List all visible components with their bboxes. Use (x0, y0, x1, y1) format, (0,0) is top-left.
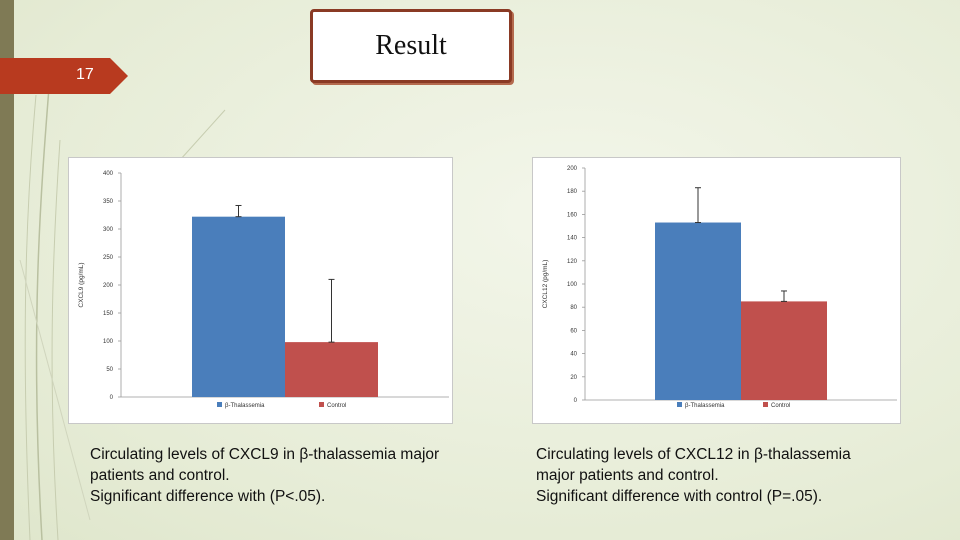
legend-swatch (319, 402, 324, 407)
caption-line: Significant difference with control (P=.… (536, 488, 823, 505)
legend-swatch (763, 402, 768, 407)
y-tick-label: 100 (567, 282, 578, 288)
chart-cxcl12: 0 20 40 60 80 100 120 140 160 180 200 CXCL12 (pg/mL… (542, 166, 897, 409)
legend-label: β-Thalassemia (685, 403, 725, 409)
y-tick-label: 40 (570, 352, 577, 358)
y-tick-label: 140 (567, 236, 578, 242)
y-tick-label: 160 (567, 212, 578, 218)
legend-swatch (217, 402, 222, 407)
y-tick-label: 20 (570, 375, 577, 381)
caption-line: Circulating levels of CXCL9 in β-thalass… (90, 446, 440, 463)
legend-label: β-Thalassemia (225, 403, 265, 409)
y-tick-label: 180 (567, 189, 578, 195)
y-tick-label: 0 (110, 395, 114, 401)
chart-cxcl9-frame: 0 50 100 150 200 250 300 350 400 CXCL9 (pg/mL) β-T… (68, 157, 453, 424)
y-tick-label: 50 (106, 367, 113, 373)
y-tick-label: 250 (103, 255, 114, 261)
caption-line: Circulating levels of CXCL12 in β-thalas… (536, 446, 851, 463)
y-tick-label: 350 (103, 199, 114, 205)
y-tick-label: 80 (570, 305, 577, 311)
y-axis-label: CXCL12 (pg/mL) (542, 260, 549, 309)
y-tick-label: 200 (103, 283, 114, 289)
left-decor-strip (0, 0, 14, 540)
y-tick-label: 300 (103, 227, 114, 233)
slide-number-badge: 17 (0, 58, 128, 94)
caption-line: major patients and control. (536, 467, 719, 484)
chart-cxcl12-frame: 0 20 40 60 80 100 120 140 160 180 200 CXCL12 (pg/mL… (532, 157, 901, 424)
y-tick-label: 400 (103, 171, 114, 177)
y-tick-label: 200 (567, 166, 578, 172)
y-tick-label: 0 (574, 398, 578, 404)
chart-cxcl9: 0 50 100 150 200 250 300 350 400 CXCL9 (pg/mL) β-T… (78, 171, 449, 409)
legend-label: Control (327, 403, 346, 409)
y-tick-label: 100 (103, 339, 114, 345)
legend-label: Control (771, 403, 790, 409)
slide-number: 17 (76, 66, 94, 83)
bar-control (285, 342, 378, 397)
caption-line: Significant difference with (P<.05). (90, 488, 326, 505)
caption-line: patients and control. (90, 467, 230, 484)
bar-beta-thalassemia (655, 222, 741, 400)
y-axis-label: CXCL9 (pg/mL) (78, 262, 85, 307)
bar-control (741, 301, 827, 400)
slide-title: Result (375, 30, 447, 61)
bar-beta-thalassemia (192, 216, 285, 397)
y-tick-label: 150 (103, 311, 114, 317)
y-tick-label: 60 (570, 328, 577, 334)
decorative-lines (19, 74, 226, 540)
caption-cxcl12: Circulating levels of CXCL12 in β-thalas… (536, 444, 851, 507)
title-box: Result (310, 9, 512, 83)
caption-cxcl9: Circulating levels of CXCL9 in β-thalass… (90, 444, 439, 507)
y-tick-label: 120 (567, 259, 578, 265)
legend-swatch (677, 402, 682, 407)
